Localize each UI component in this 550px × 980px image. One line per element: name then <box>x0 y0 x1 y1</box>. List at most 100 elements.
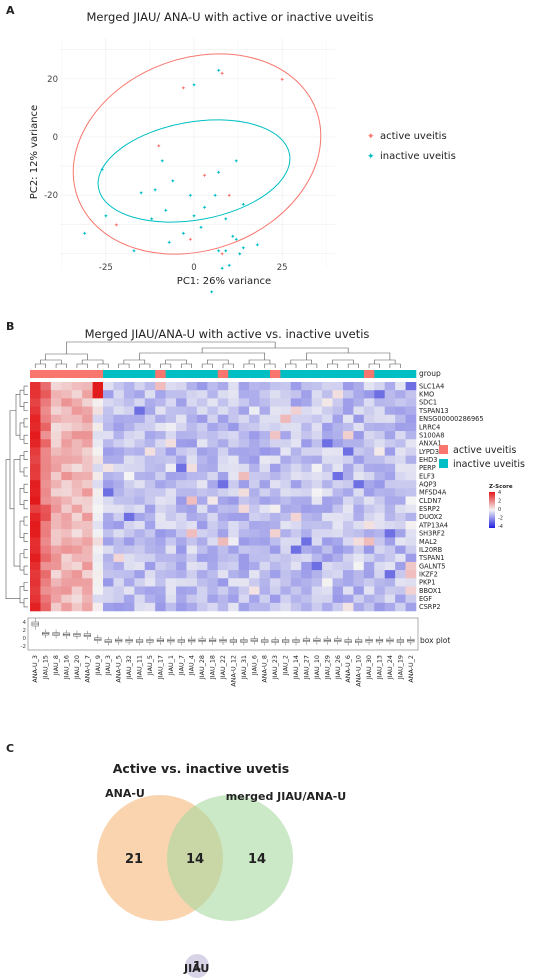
sample-label: JIAU_3 <box>104 655 112 676</box>
heatmap-cell <box>363 602 375 612</box>
pca-title: Merged JIAU/ ANA-U with active or inacti… <box>87 10 374 24</box>
heatmap-cell <box>342 447 354 456</box>
heatmap-cell <box>332 521 344 530</box>
heatmap-cell <box>280 553 292 563</box>
heatmap-cell <box>61 537 73 546</box>
heatmap-cell <box>238 561 250 571</box>
dendrogram-branch <box>23 582 28 591</box>
heatmap-cell <box>50 553 62 563</box>
heatmap-cell <box>363 553 375 563</box>
heatmap-cell <box>238 431 250 440</box>
heatmap-cell <box>30 496 41 505</box>
heatmap-cell <box>30 521 41 530</box>
dendrogram-branch <box>139 352 266 360</box>
heatmap-cell <box>249 390 260 399</box>
heatmap-cell <box>363 504 375 514</box>
heatmap-cell <box>144 529 156 538</box>
heatmap-cell <box>290 463 302 473</box>
group-cell <box>123 370 135 378</box>
heatmap-cell <box>82 439 93 448</box>
heatmap-cell <box>176 422 187 432</box>
heatmap-cell <box>342 578 354 587</box>
heatmap-cell <box>92 553 104 563</box>
heatmap-cell <box>249 602 260 612</box>
group-cell <box>176 370 187 378</box>
box-plot-tick: 0 <box>23 636 27 642</box>
heatmap-cell <box>71 406 83 416</box>
sample-label: JIAU_13 <box>375 655 383 680</box>
heatmap-cell <box>374 431 386 440</box>
heatmap-cell <box>238 471 250 481</box>
inactive-uveitis-point: ✦ <box>167 239 172 246</box>
dendrogram-branch <box>207 359 229 364</box>
heatmap-cell <box>123 480 135 489</box>
heatmap-title: Merged JIAU/ANA-U with active vs. inacti… <box>85 327 370 341</box>
inactive-uveitis-point: ✦ <box>255 242 260 249</box>
heatmap-cell <box>374 471 386 481</box>
active-uveitis-point: ✦ <box>114 222 119 229</box>
heatmap-cell <box>322 504 333 514</box>
heatmap-cell <box>92 561 104 571</box>
sample-label: JIAU_10 <box>313 655 321 680</box>
dendrogram-branch <box>306 352 391 360</box>
heatmap-cell <box>155 512 166 522</box>
dendrogram-branch <box>81 359 104 364</box>
heatmap-cell <box>395 578 406 587</box>
heatmap-cell <box>405 439 417 448</box>
dendrogram-branch <box>19 389 24 407</box>
active-uveitis-point: ✦ <box>202 172 207 179</box>
heatmap-cell <box>301 570 312 579</box>
heatmap-cell <box>92 521 104 530</box>
heatmap-cell <box>311 512 323 522</box>
heatmap-cell <box>342 545 354 555</box>
heatmap-cell <box>374 447 386 456</box>
box-plot-tick: 4 <box>23 620 27 626</box>
heatmap-cell <box>186 471 198 481</box>
heatmap-cell <box>217 480 229 489</box>
heatmap-cell <box>249 594 260 604</box>
heatmap-cell <box>155 488 166 497</box>
heatmap-cell <box>40 488 52 497</box>
zscore-tick: -2 <box>498 516 503 522</box>
heatmap-cell <box>186 594 198 604</box>
heatmap-cell <box>290 422 302 432</box>
heatmap-cell <box>259 398 271 407</box>
heatmap-cell <box>342 488 354 497</box>
dendrogram-branch <box>19 488 24 505</box>
heatmap-cell <box>165 586 177 595</box>
heatmap-cell <box>71 529 83 538</box>
heatmap-cell <box>196 431 208 440</box>
heatmap-cell <box>228 422 239 432</box>
heatmap-cell <box>71 537 83 546</box>
heatmap-cell <box>228 414 239 424</box>
heatmap-cell <box>113 504 125 514</box>
heatmap-cell <box>134 398 146 407</box>
heatmap-cell <box>363 431 375 440</box>
heatmap-cell <box>332 480 344 489</box>
heatmap-cell <box>165 480 177 489</box>
heatmap-cell <box>165 504 177 514</box>
heatmap-cell <box>103 382 114 391</box>
heatmap-cell <box>92 537 104 546</box>
heatmap-cell <box>342 504 354 514</box>
group-cell <box>103 370 114 378</box>
pca-points: ✦✦✦✦✦✦✦✦✦✦✦✦✦✦✦✦✦✦✦✦✦✦✦✦✦✦✦✦✦✦✦✦✦✦✦✦✦✦✦✦… <box>82 68 284 296</box>
heatmap-cell <box>71 463 83 473</box>
heatmap-cell <box>103 439 114 448</box>
heatmap-cell <box>207 455 219 465</box>
heatmap-cell <box>134 488 146 497</box>
heatmap-cell <box>123 496 135 505</box>
heatmap-cell <box>238 488 250 497</box>
heatmap-cell <box>92 545 104 555</box>
heatmap-cell <box>134 480 146 489</box>
box-plot-tick: -2 <box>21 644 26 650</box>
heatmap-cell <box>342 406 354 416</box>
heatmap-cell <box>207 578 219 587</box>
inactive-uveitis-point: ✦ <box>241 201 246 208</box>
heatmap-cell <box>82 480 93 489</box>
heatmap-cell <box>353 529 365 538</box>
heatmap-cell <box>30 398 41 407</box>
heatmap-cell <box>82 529 93 538</box>
heatmap-cell <box>405 471 417 481</box>
group-label: group <box>419 369 441 378</box>
